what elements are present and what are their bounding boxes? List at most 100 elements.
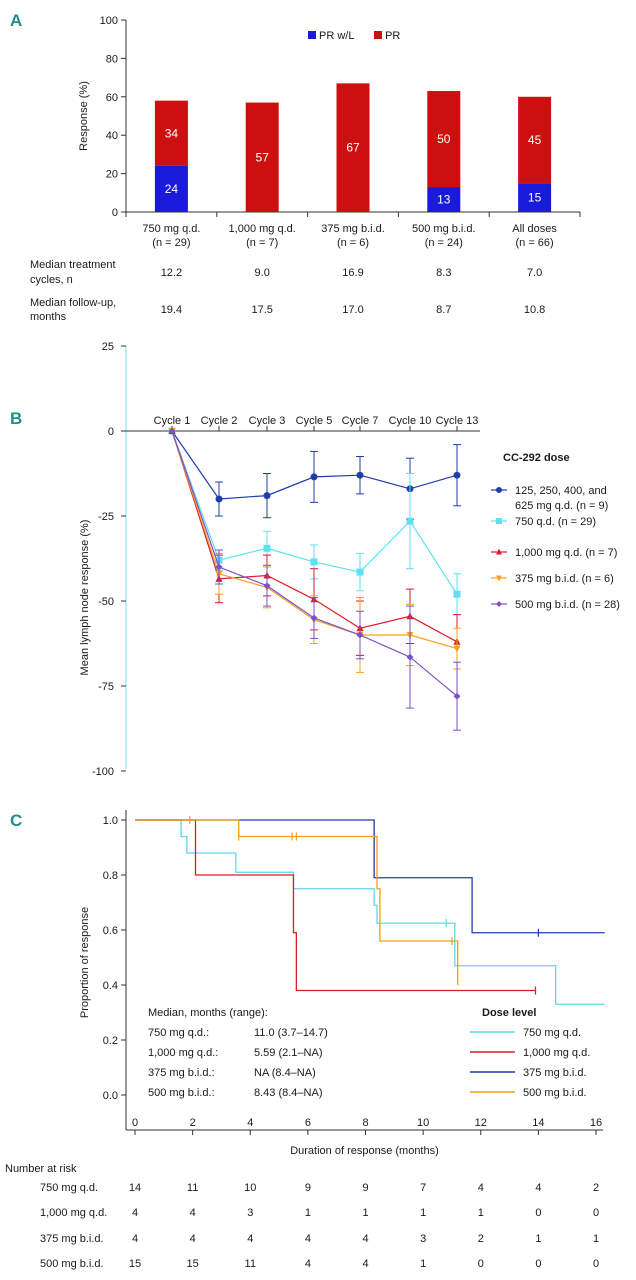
data-point <box>496 487 502 493</box>
y-tick-label: -25 <box>98 511 114 523</box>
series-4 <box>168 427 461 731</box>
x-tick-label: 8 <box>362 1117 368 1129</box>
median-dose: 375 mg b.i.d.: <box>148 1067 215 1079</box>
risk-count: 4 <box>190 1233 196 1245</box>
risk-count: 0 <box>478 1258 484 1270</box>
km-series-2 <box>135 819 605 937</box>
bar-pr <box>427 91 461 188</box>
data-point <box>453 692 461 700</box>
km-curve <box>135 819 605 1005</box>
legend-label: PR <box>385 30 400 42</box>
data-point <box>356 568 364 576</box>
risk-count: 1 <box>478 1207 484 1219</box>
legend-title: CC-292 dose <box>503 452 570 464</box>
median-value: 11.0 (3.7–14.7) <box>254 1027 328 1039</box>
panel-label-a: A <box>10 11 22 30</box>
y-tick-label: 25 <box>102 341 114 353</box>
risk-count: 2 <box>478 1233 484 1245</box>
data-point <box>496 601 502 607</box>
row-value: 17.5 <box>251 304 272 316</box>
y-tick-label: 0.8 <box>103 870 118 882</box>
x-category-label: 375 mg b.i.d. <box>321 223 385 235</box>
y-tick-label: 1.0 <box>103 815 118 827</box>
x-category-label: Cycle 13 <box>436 415 479 427</box>
bar-data-label: 15 <box>528 191 542 205</box>
risk-count: 0 <box>593 1258 599 1270</box>
data-point <box>263 492 271 500</box>
risk-count: 4 <box>190 1207 196 1219</box>
x-category-n-label: (n = 66) <box>515 237 553 249</box>
x-tick-label: 16 <box>590 1117 602 1129</box>
risk-count: 15 <box>129 1258 141 1270</box>
y-tick-label: 80 <box>106 53 118 65</box>
y-tick-label: 60 <box>106 92 118 104</box>
risk-count: 4 <box>362 1258 368 1270</box>
x-category-label: Cycle 1 <box>154 415 191 427</box>
row-label: months <box>30 311 67 323</box>
bar-pr <box>245 102 279 212</box>
risk-count: 14 <box>129 1182 141 1194</box>
legend-label: PR w/L <box>319 30 354 42</box>
km-curve <box>135 819 605 934</box>
median-dose: 500 mg b.i.d.: <box>148 1087 215 1099</box>
risk-count: 4 <box>132 1233 138 1245</box>
data-point <box>406 653 414 661</box>
median-dose: 750 mg q.d.: <box>148 1027 209 1039</box>
risk-count: 1 <box>593 1233 599 1245</box>
data-point <box>310 473 318 481</box>
y-tick-label: 40 <box>106 130 118 142</box>
x-category-label: Cycle 2 <box>201 415 238 427</box>
row-value: 19.4 <box>161 304 182 316</box>
row-value: 17.0 <box>342 304 363 316</box>
risk-title: Number at risk <box>5 1163 77 1175</box>
data-point <box>168 427 176 435</box>
risk-count: 4 <box>305 1258 311 1270</box>
y-tick-label: 0.4 <box>103 980 118 992</box>
risk-count: 1 <box>420 1207 426 1219</box>
risk-count: 9 <box>362 1182 368 1194</box>
bar-data-label: 57 <box>256 150 270 164</box>
risk-count: 1 <box>362 1207 368 1219</box>
median-value: 8.43 (8.4–NA) <box>254 1087 322 1099</box>
panel-c: C0.00.20.40.60.81.00 2 4 6 8 10 12 14 16Duration… <box>5 810 605 1270</box>
y-axis-label: Proportion of response <box>79 907 91 1018</box>
panel-label-b: B <box>10 409 22 428</box>
x-category-label: Cycle 7 <box>342 415 379 427</box>
data-point <box>496 548 502 555</box>
x-category-n-label: (n = 29) <box>152 237 190 249</box>
risk-count: 0 <box>535 1207 541 1219</box>
risk-count: 1 <box>420 1258 426 1270</box>
median-value: NA (8.4–NA) <box>254 1067 316 1079</box>
risk-count: 7 <box>420 1182 426 1194</box>
risk-count: 4 <box>247 1233 253 1245</box>
legend-label: 625 mg q.d. (n = 9) <box>515 500 608 512</box>
y-tick-label: 0.2 <box>103 1035 118 1047</box>
median-dose: 1,000 mg q.d.: <box>148 1047 218 1059</box>
data-point <box>215 563 223 571</box>
row-label: Median treatment <box>30 259 116 271</box>
row-label: Median follow-up, <box>30 297 116 309</box>
data-point <box>356 471 364 479</box>
risk-count: 15 <box>187 1258 199 1270</box>
risk-dose-label: 1,000 mg q.d. <box>40 1207 107 1219</box>
x-tick-label: 12 <box>475 1117 487 1129</box>
series-3 <box>168 428 461 673</box>
row-value: 12.2 <box>161 267 182 279</box>
x-category-label: Cycle 3 <box>249 415 286 427</box>
risk-count: 1 <box>535 1233 541 1245</box>
y-tick-label: 100 <box>100 15 118 27</box>
risk-count: 1 <box>305 1207 311 1219</box>
risk-dose-label: 500 mg b.i.d. <box>40 1258 104 1270</box>
km-series-0 <box>135 819 605 1005</box>
risk-count: 11 <box>245 1258 256 1270</box>
bar-data-label: 45 <box>528 133 542 147</box>
risk-count: 3 <box>247 1207 253 1219</box>
y-tick-label: -75 <box>98 681 114 693</box>
risk-count: 0 <box>593 1207 599 1219</box>
km-curve <box>135 819 459 985</box>
data-point <box>496 518 502 524</box>
bar-prwl <box>518 183 552 212</box>
row-value: 8.7 <box>436 304 451 316</box>
series-0 <box>168 427 461 520</box>
